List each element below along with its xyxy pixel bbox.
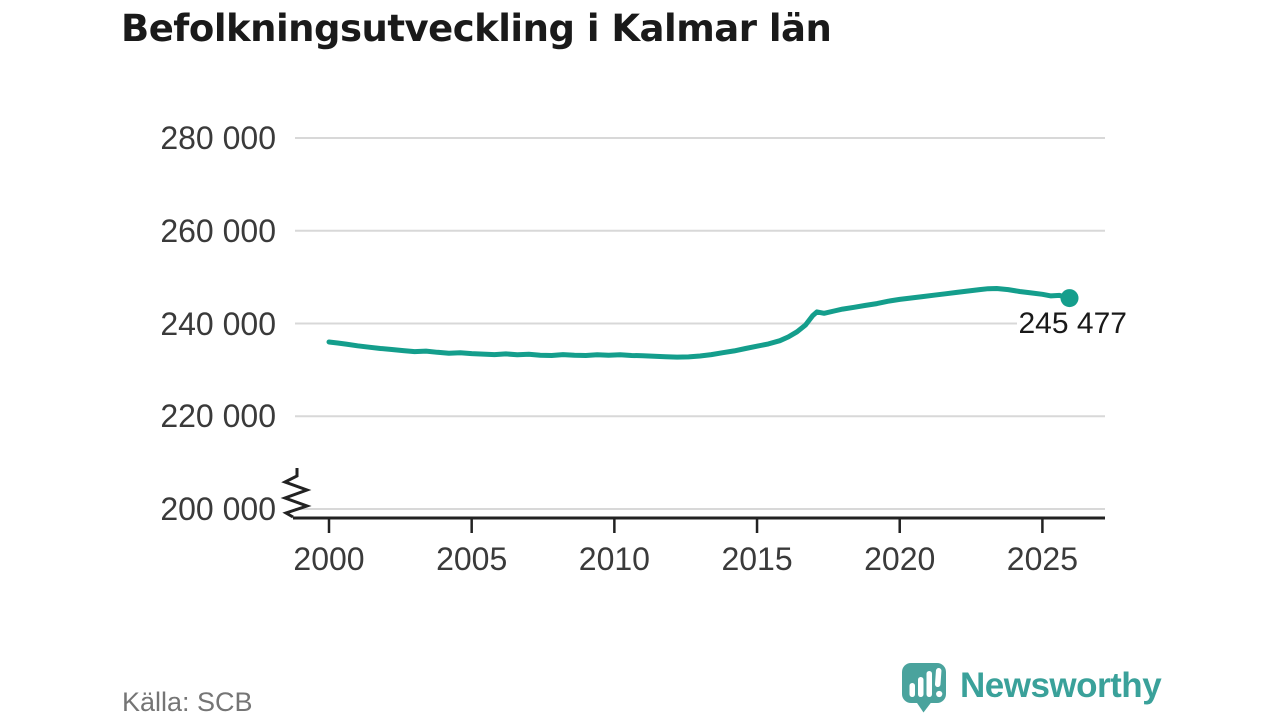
y-axis-tick-label: 260 000 (160, 212, 276, 249)
y-axis-tick-label: 200 000 (160, 491, 276, 527)
x-axis-tick-label: 2000 (293, 541, 365, 577)
y-axis-tick-label: 220 000 (160, 398, 276, 435)
newsworthy-logo[interactable]: Newsworthy (902, 663, 1162, 713)
y-axis-break-icon (280, 468, 312, 519)
x-axis-ticks (327, 519, 1044, 533)
x-axis-tick-label: 2025 (1006, 541, 1078, 577)
gridlines (295, 137, 1105, 510)
y-axis-tick-label: 280 000 (160, 120, 276, 156)
latest-value-label: 245 477 (1016, 307, 1129, 341)
newsworthy-wordmark: Newsworthy (960, 666, 1162, 705)
x-axis-tick-label: 2015 (721, 541, 793, 577)
bar-chart-exclamation-badge-icon (902, 663, 946, 713)
x-axis-tick-label: 2020 (864, 541, 936, 577)
x-axis-tick-label: 2010 (578, 541, 650, 577)
latest-value-dot (1060, 289, 1079, 308)
chart-title: Befolkningsutveckling i Kalmar län (121, 7, 832, 50)
population-line (326, 286, 1072, 360)
source-credit: Källa: SCB (122, 687, 253, 717)
x-axis-tick-label: 2005 (436, 541, 508, 577)
y-axis-tick-label: 240 000 (160, 305, 276, 342)
